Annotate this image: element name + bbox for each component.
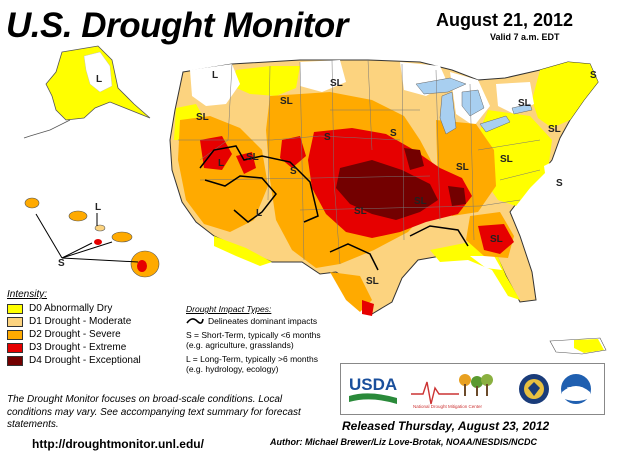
svg-text:SL: SL [490, 234, 503, 245]
d4-swatch [7, 355, 23, 366]
usda-logo: USDA [349, 375, 397, 404]
valid-time: Valid 7 a.m. EDT [490, 32, 560, 42]
impact-line-icon [186, 318, 204, 324]
svg-text:SL: SL [354, 206, 367, 217]
svg-text:S: S [556, 178, 563, 189]
impact-title: Drought Impact Types: [186, 304, 272, 314]
svg-text:S: S [290, 166, 297, 177]
long-term-def: L = Long-Term, typically >6 months [186, 354, 318, 364]
d4-areas [336, 148, 466, 220]
legend-title: Intensity: [7, 289, 48, 300]
svg-text:L: L [256, 208, 262, 219]
svg-text:SL: SL [366, 276, 379, 287]
svg-text:L: L [96, 74, 102, 85]
svg-text:USDA: USDA [349, 375, 397, 394]
svg-text:SL: SL [246, 152, 259, 163]
long-term-examples: (e.g. hydrology, ecology) [186, 364, 279, 374]
svg-text:S: S [58, 258, 65, 269]
svg-text:SL: SL [548, 124, 561, 135]
svg-text:SL: SL [518, 98, 531, 109]
long-term-text: L = Long-Term, typically >6 months (e.g.… [186, 354, 336, 374]
svg-text:SL: SL [414, 196, 427, 207]
d3-swatch [7, 342, 23, 353]
great-lakes [415, 77, 533, 135]
legend-label: D2 Drought - Severe [29, 329, 121, 340]
svg-text:noaa: noaa [567, 386, 583, 393]
alaska-map [23, 45, 151, 139]
intensity-legend: Intensity: D0 Abnormally Dry D1 Drought … [7, 289, 182, 367]
noaa-logo: noaa [561, 374, 591, 404]
legend-label: D3 Drought - Extreme [29, 342, 127, 353]
svg-text:S: S [590, 70, 597, 81]
svg-text:SL: SL [330, 78, 343, 89]
disclaimer-note: The Drought Monitor focuses on broad-sca… [7, 394, 301, 430]
d2-swatch [7, 329, 23, 340]
svg-text:L: L [95, 202, 101, 213]
svg-text:National Drought Mitigation Ce: National Drought Mitigation Center [413, 404, 483, 409]
hawaii-map [24, 197, 160, 278]
puerto-rico-map [549, 337, 607, 355]
impact-labels: L L SL SL SL SL S S S SL SL SL SL SL SL … [58, 70, 597, 287]
website-link[interactable]: http://droughtmonitor.unl.edu/ [32, 437, 204, 451]
page-title: U.S. Drought Monitor [6, 6, 348, 45]
short-term-text: S = Short-Term, typically <6 months (e.g… [186, 330, 336, 350]
legend-item-d1: D1 Drought - Moderate [7, 315, 182, 328]
legend-label: D4 Drought - Exceptional [29, 355, 141, 366]
svg-text:SL: SL [280, 96, 293, 107]
legend-label: D1 Drought - Moderate [29, 316, 132, 327]
author-credit: Author: Michael Brewer/Liz Love-Brotak, … [270, 437, 538, 447]
release-date: Released Thursday, August 23, 2012 [342, 419, 550, 433]
impact-legend: Drought Impact Types: Delineates dominan… [186, 304, 336, 374]
svg-text:S: S [324, 132, 331, 143]
svg-text:S: S [390, 128, 397, 139]
ndmc-logo: National Drought Mitigation Center [411, 374, 493, 409]
legend-label: D0 Abnormally Dry [29, 303, 113, 314]
impact-lines [199, 145, 469, 271]
legend-item-d2: D2 Drought - Severe [7, 328, 182, 341]
partner-logos: USDA National Drought Mitigation Center [340, 363, 605, 415]
svg-text:L: L [212, 70, 218, 81]
legend-item-d3: D3 Drought - Extreme [7, 341, 182, 354]
logos-strip: USDA National Drought Mitigation Center [349, 374, 591, 409]
svg-text:SL: SL [196, 112, 209, 123]
state-borders [178, 59, 541, 265]
legend-item-d4: D4 Drought - Exceptional [7, 354, 182, 367]
legend-item-d0: D0 Abnormally Dry [7, 302, 182, 315]
short-term-def: S = Short-Term, typically <6 months [186, 330, 321, 340]
d1-swatch [7, 316, 23, 327]
impact-line-item: Delineates dominant impacts [186, 316, 336, 326]
short-term-examples: (e.g. agriculture, grasslands) [186, 340, 294, 350]
svg-text:L: L [218, 158, 224, 169]
impact-line-label: Delineates dominant impacts [208, 316, 318, 326]
doc-seal-logo [519, 374, 549, 404]
svg-text:SL: SL [500, 154, 513, 165]
d0-swatch [7, 303, 23, 314]
svg-text:SL: SL [456, 162, 469, 173]
map-date: August 21, 2012 [436, 10, 574, 30]
